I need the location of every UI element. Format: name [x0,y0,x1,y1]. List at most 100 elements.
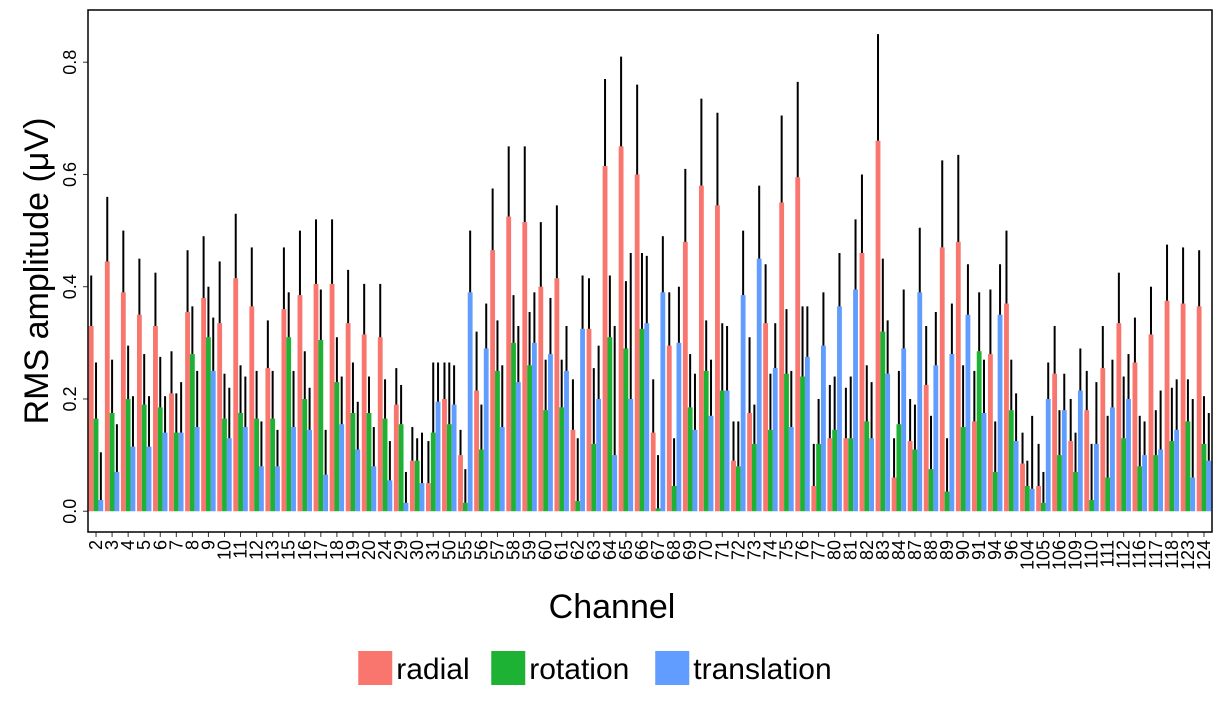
bar [1153,455,1159,512]
x-tick-label: 70 [696,540,716,560]
bar [194,427,200,512]
legend-swatch [655,651,690,685]
bar [157,407,163,512]
x-tick-label: 118 [1162,540,1182,569]
bar [896,424,902,512]
bar [933,365,939,512]
bar [827,438,833,512]
bar [538,286,544,512]
x-tick-label: 19 [343,540,363,560]
x-tick-label: 12 [247,540,267,560]
legend-label: radial [396,653,469,686]
bar [965,314,971,512]
bar [976,351,982,512]
bar [1185,421,1191,512]
x-tick-label: 50 [439,540,459,560]
x-tick-label: 18 [327,540,347,560]
bar [201,297,207,512]
bar [114,471,120,512]
bar [1024,485,1030,512]
bar [435,401,441,512]
bar [1164,300,1170,512]
bar [763,323,769,512]
bar [623,348,629,512]
x-tick-label: 106 [1049,540,1069,570]
bar [687,407,693,512]
bar [1036,485,1041,512]
bar [666,345,672,512]
bar [570,429,576,512]
bar [612,455,618,512]
bar [751,443,757,512]
x-tick-label: 62 [568,540,588,560]
bar [719,390,725,512]
bar [1148,334,1154,512]
bar [329,283,335,512]
bar [634,174,640,512]
bar [478,449,484,512]
x-tick-label: 66 [632,540,652,560]
bar [981,413,987,512]
bar [644,323,650,512]
legend-swatch [358,651,393,685]
bar [1190,477,1196,512]
bar [361,334,367,512]
x-tick-label: 74 [760,540,780,560]
bar [901,348,907,512]
bar [345,323,351,512]
bar [265,368,271,512]
bar [462,502,468,512]
bar [387,480,393,512]
bar [816,443,822,512]
bar [104,261,110,512]
bar [1045,398,1051,512]
bar [543,410,549,512]
bar [281,309,287,512]
bar [821,345,826,512]
bar [474,390,479,512]
bar [162,432,168,512]
bar [366,413,372,512]
bar [141,404,147,512]
y-tick-label: 0.4 [60,274,80,299]
x-tick-label: 56 [471,540,491,560]
x-axis-title: Channel [549,588,676,626]
bar [747,413,752,512]
bar [1004,303,1009,512]
bar [997,314,1003,512]
bar [270,418,276,512]
bar [548,354,553,512]
bar [875,140,881,512]
bar [811,485,817,512]
bar [628,398,634,512]
bar [944,491,950,512]
x-tick-label: 9 [198,540,218,550]
bar [409,460,415,512]
bar [339,424,345,512]
bar [1121,438,1127,512]
bar [1073,471,1078,512]
bar [302,398,308,512]
bar [837,306,842,512]
bar [788,427,794,512]
bar [178,432,184,512]
bar [323,474,329,512]
bar [88,326,94,512]
bar [885,373,891,512]
bar [275,466,280,512]
bar [772,368,778,512]
bar [1057,455,1062,512]
bar [880,331,886,512]
bar [334,382,340,512]
bar [735,466,741,512]
x-tick-label: 6 [150,540,170,550]
bar [153,326,158,512]
x-tick-label: 2 [86,540,106,550]
bar [120,292,126,512]
bar [1013,441,1019,512]
x-tick-label: 96 [1001,540,1021,560]
bar [1169,441,1175,512]
x-tick-label: 3 [102,540,122,550]
bar [891,477,897,512]
bar [382,418,388,512]
